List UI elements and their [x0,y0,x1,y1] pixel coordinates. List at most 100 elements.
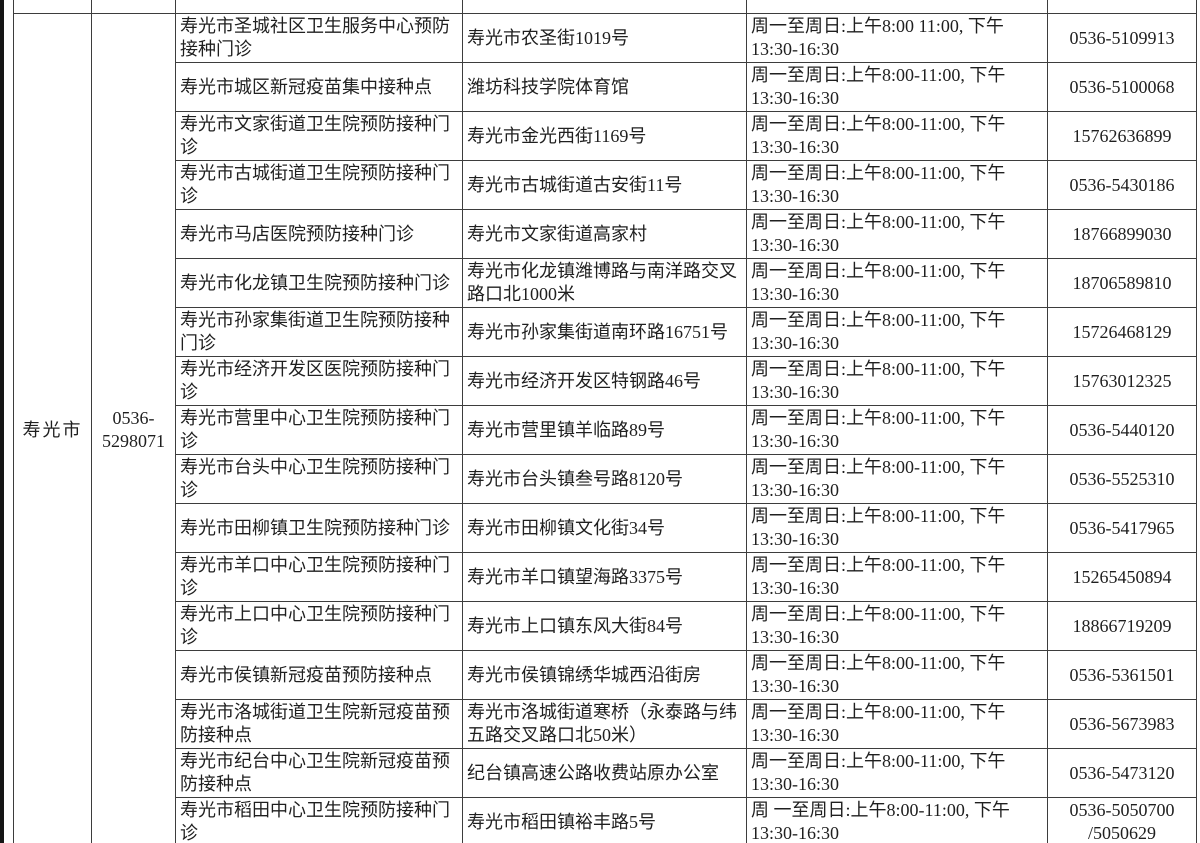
clinic-phone-cell: 15726468129 [1047,307,1197,357]
clinic-row: 寿光市经济开发区医院预防接种门诊 寿光市经济开发区特钢路46号 周一至周日:上午8:… [14,356,1197,406]
clinic-hours-cell: 周一至周日:上午8:00-11:00, 下午13:30-16:30 [746,405,1048,455]
city-phone-cell: 0536- 5298071 [91,13,176,843]
clinic-name-cell: 寿光市营里中心卫生院预防接种门诊 [175,405,463,455]
clinic-phone-cell: 18866719209 [1047,601,1197,651]
clinic-phone-cell: 0536-5525310 [1047,454,1197,504]
clinic-address-cell: 潍坊科技学院体育馆 [462,62,747,112]
clinic-phone-cell: 18766899030 [1047,209,1197,259]
clinic-row: 寿光市上口中心卫生院预防接种门诊 寿光市上口镇东风大街84号 周一至周日:上午8:0… [14,601,1197,651]
clinic-hours-cell: 周一至周日:上午8:00-11:00, 下午13:30-16:30 [746,356,1048,406]
clinic-phone-line2: /5050629 [1087,823,1156,843]
clinic-name-cell: 寿光市侯镇新冠疫苗预防接种点 [175,650,463,700]
clinic-row: 寿光市城区新冠疫苗集中接种点 潍坊科技学院体育馆 周一至周日:上午8:00-11:0… [14,62,1197,112]
clinic-hours-cell: 周一至周日:上午8:00-11:00, 下午13:30-16:30 [746,111,1048,161]
clinic-phone-cell: 0536-5050700/5050629 [1047,797,1197,843]
clinic-address-cell: 寿光市农圣街1019号 [462,13,747,63]
city-name-cell: 寿光市 [13,13,92,843]
clinic-phone-cell: 0536-5100068 [1047,62,1197,112]
clinic-address-cell: 寿光市文家街道高家村 [462,209,747,259]
clinic-phone-line1: 0536-5050700 [1069,800,1175,820]
clinic-phone-cell: 15763012325 [1047,356,1197,406]
empty-cell [13,0,92,14]
clinic-hours-cell: 周一至周日:上午8:00-11:00, 下午13:30-16:30 [746,209,1048,259]
clinic-name-cell: 寿光市经济开发区医院预防接种门诊 [175,356,463,406]
partial-row-top [13,0,1197,14]
clinic-phone-cell: 18706589810 [1047,258,1197,308]
clinic-name-cell: 寿光市纪台中心卫生院新冠疫苗预防接种点 [175,748,463,798]
clinic-address-cell: 寿光市稻田镇裕丰路5号 [462,797,747,843]
clinic-hours-cell: 周一至周日:上午8:00-11:00, 下午13:30-16:30 [746,160,1048,210]
clinic-phone-cell: 0536-5440120 [1047,405,1197,455]
clinic-address-cell: 寿光市营里镇羊临路89号 [462,405,747,455]
vaccination-clinics-table: 寿光市 0536- 5298071 寿光市圣城社区卫生服务中心预防接种门诊 寿光市农圣街… [13,0,1197,843]
clinic-address-cell: 寿光市羊口镇望海路3375号 [462,552,747,602]
clinic-name-cell: 寿光市羊口中心卫生院预防接种门诊 [175,552,463,602]
clinic-address-cell: 寿光市台头镇叁号路8120号 [462,454,747,504]
clinic-hours-cell: 周一至周日:上午8:00-11:00, 下午13:30-16:30 [746,258,1048,308]
clinic-hours-cell: 周一至周日:上午8:00-11:00, 下午13:30-16:30 [746,748,1048,798]
clinic-name-cell: 寿光市稻田中心卫生院预防接种门诊 [175,797,463,843]
clinic-name-cell: 寿光市城区新冠疫苗集中接种点 [175,62,463,112]
clinic-row: 寿光市化龙镇卫生院预防接种门诊 寿光市化龙镇潍博路与南洋路交叉路口北1000米 周一… [14,258,1197,308]
clinic-name-cell: 寿光市马店医院预防接种门诊 [175,209,463,259]
clinic-name-cell: 寿光市田柳镇卫生院预防接种门诊 [175,503,463,553]
clinic-phone-cell: 0536-5673983 [1047,699,1197,749]
clinic-name-cell: 寿光市孙家集街道卫生院预防接种门诊 [175,307,463,357]
clinic-row: 寿光市稻田中心卫生院预防接种门诊 寿光市稻田镇裕丰路5号周 一至周日:上午8:00… [14,797,1197,843]
clinic-address-cell: 纪台镇高速公路收费站原办公室 [462,748,747,798]
empty-cell [462,0,747,14]
empty-cell [1047,0,1197,14]
clinic-hours-cell: 周一至周日:上午8:00-11:00, 下午13:30-16:30 [746,650,1048,700]
clinic-address-cell: 寿光市洛城街道寒桥（永泰路与纬五路交叉路口北50米） [462,699,747,749]
clinic-row: 寿光市台头中心卫生院预防接种门诊 寿光市台头镇叁号路8120号 周一至周日:上午8:… [14,454,1197,504]
clinic-name-cell: 寿光市化龙镇卫生院预防接种门诊 [175,258,463,308]
clinic-row: 寿光市孙家集街道卫生院预防接种门诊 寿光市孙家集街道南环路16751号 周一至周日:… [14,307,1197,357]
clinic-address-cell: 寿光市古城街道古安街11号 [462,160,747,210]
clinic-name-cell: 寿光市台头中心卫生院预防接种门诊 [175,454,463,504]
clinic-phone-cell: 0536-5473120 [1047,748,1197,798]
clinic-name-cell: 寿光市古城街道卫生院预防接种门诊 [175,160,463,210]
clinic-phone-cell: 0536-5361501 [1047,650,1197,700]
clinic-row: 寿光市 0536- 5298071 寿光市圣城社区卫生服务中心预防接种门诊 寿光市农圣街… [13,13,1197,843]
clinic-phone-cell: 0536-5430186 [1047,160,1197,210]
clinic-address-cell: 寿光市孙家集街道南环路16751号 [462,307,747,357]
empty-cell [746,0,1048,14]
clinic-row: 寿光市文家街道卫生院预防接种门诊 寿光市金光西街1169号 周一至周日:上午8:00… [14,111,1197,161]
clinic-row: 寿光市田柳镇卫生院预防接种门诊 寿光市田柳镇文化街34号 周一至周日:上午8:00-… [14,503,1197,553]
clinic-phone-cell: 0536-5109913 [1047,13,1197,63]
clinic-phone-cell: 15265450894 [1047,552,1197,602]
clinic-name-cell: 寿光市文家街道卫生院预防接种门诊 [175,111,463,161]
clinic-row: 寿光市马店医院预防接种门诊 寿光市文家街道高家村 周一至周日:上午8:00-11:0… [14,209,1197,259]
clinic-hours-cell: 周一至周日:上午8:00-11:00, 下午13:30-16:30 [746,601,1048,651]
clinic-row: 寿光市洛城街道卫生院新冠疫苗预防接种点 寿光市洛城街道寒桥（永泰路与纬五路交叉路口… [14,699,1197,749]
clinic-hours-cell: 周一至周日:上午8:00-11:00, 下午13:30-16:30 [746,699,1048,749]
clinic-phone-cell: 0536-5417965 [1047,503,1197,553]
clinic-address-cell: 寿光市侯镇锦绣华城西沿街房 [462,650,747,700]
clinic-row: 寿光市羊口中心卫生院预防接种门诊 寿光市羊口镇望海路3375号 周一至周日:上午8:… [14,552,1197,602]
page-edge-line [0,0,4,843]
city-phone-line1: 0536- [112,408,155,428]
clinic-name-cell: 寿光市洛城街道卫生院新冠疫苗预防接种点 [175,699,463,749]
clinic-hours-cell: 周一至周日:上午8:00-11:00, 下午13:30-16:30 [746,62,1048,112]
clinic-address-cell: 寿光市化龙镇潍博路与南洋路交叉路口北1000米 [462,258,747,308]
clinic-name-cell: 寿光市上口中心卫生院预防接种门诊 [175,601,463,651]
clinic-address-cell: 寿光市经济开发区特钢路46号 [462,356,747,406]
clinic-row: 寿光市古城街道卫生院预防接种门诊 寿光市古城街道古安街11号 周一至周日:上午8:0… [14,160,1197,210]
clinic-hours-cell: 周一至周日:上午8:00 11:00, 下午13:30-16:30 [746,13,1048,63]
clinic-hours-cell: 周 一至周日:上午8:00-11:00, 下午13:30-16:30 [746,797,1048,843]
clinic-address-cell: 寿光市上口镇东风大街84号 [462,601,747,651]
clinic-hours-cell: 周一至周日:上午8:00-11:00, 下午13:30-16:30 [746,552,1048,602]
clinic-hours-cell: 周一至周日:上午8:00-11:00, 下午13:30-16:30 [746,454,1048,504]
clinic-name-cell: 寿光市圣城社区卫生服务中心预防接种门诊 [175,13,463,63]
clinic-row: 寿光市营里中心卫生院预防接种门诊 寿光市营里镇羊临路89号 周一至周日:上午8:00… [14,405,1197,455]
clinic-address-cell: 寿光市田柳镇文化街34号 [462,503,747,553]
empty-cell [91,0,176,14]
clinic-row: 寿光市纪台中心卫生院新冠疫苗预防接种点 纪台镇高速公路收费站原办公室 周一至周日:上… [14,748,1197,798]
clinic-hours-cell: 周一至周日:上午8:00-11:00, 下午13:30-16:30 [746,503,1048,553]
clinic-hours-cell: 周一至周日:上午8:00-11:00, 下午13:30-16:30 [746,307,1048,357]
empty-cell [175,0,463,14]
clinic-phone-cell: 15762636899 [1047,111,1197,161]
clinic-address-cell: 寿光市金光西街1169号 [462,111,747,161]
clinic-row: 寿光市侯镇新冠疫苗预防接种点 寿光市侯镇锦绣华城西沿街房 周一至周日:上午8:00-… [14,650,1197,700]
